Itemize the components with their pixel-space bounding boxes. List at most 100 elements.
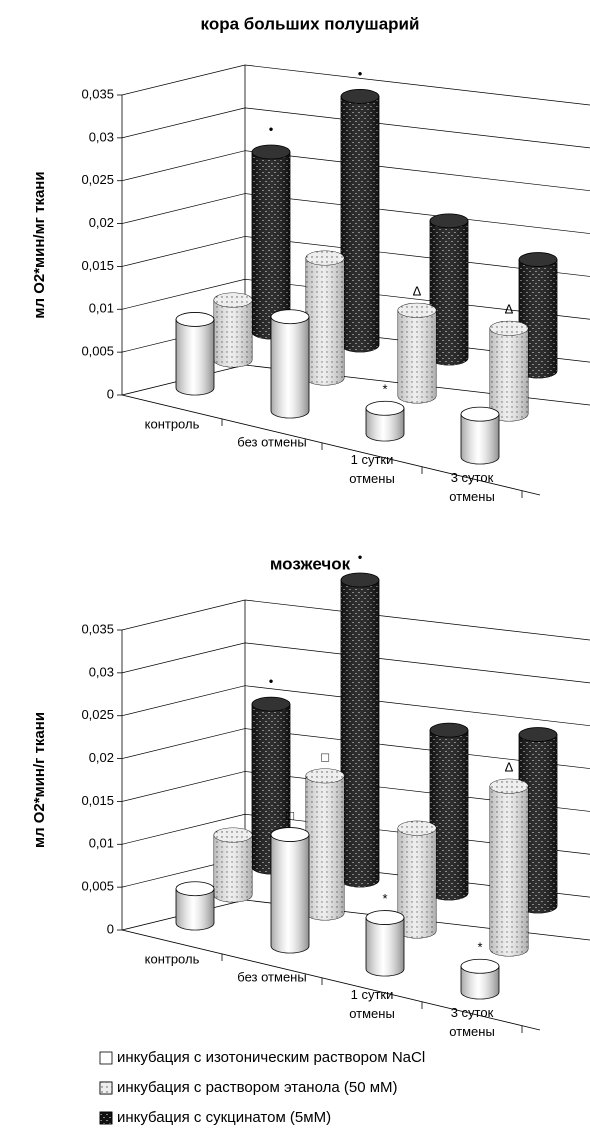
legend-swatch bbox=[99, 1051, 113, 1065]
grid-line bbox=[121, 64, 590, 106]
y-axis-label: мл О2*мин/г ткани bbox=[31, 712, 48, 848]
bar-top bbox=[429, 722, 469, 738]
grid-line bbox=[121, 771, 590, 812]
grid-line bbox=[121, 599, 590, 641]
grid-line bbox=[121, 150, 590, 192]
bar-shade bbox=[214, 835, 252, 902]
y-tick-label: 0,02 bbox=[89, 215, 114, 230]
bar-shade bbox=[252, 152, 290, 339]
bar-top bbox=[518, 252, 558, 267]
legend-swatch-texture bbox=[99, 1081, 113, 1095]
y-tick-label: 0,015 bbox=[81, 258, 114, 273]
annotation: □ bbox=[321, 749, 329, 764]
bar-top bbox=[175, 881, 215, 897]
bar bbox=[429, 213, 469, 366]
x-tick-label: 3 суток отмены bbox=[449, 1005, 495, 1039]
y-tick-label: 0,035 bbox=[81, 86, 114, 101]
bar-top bbox=[251, 144, 291, 160]
y-tick-label: 0,03 bbox=[89, 129, 114, 144]
bar-texture bbox=[461, 966, 499, 999]
annotation: * bbox=[382, 382, 387, 397]
legend-swatch-texture bbox=[99, 1111, 113, 1125]
floor-edge bbox=[121, 929, 541, 1031]
bar-top-texture bbox=[398, 821, 436, 836]
bar bbox=[460, 958, 500, 1000]
y-tick-label: 0,01 bbox=[89, 836, 114, 851]
bar-shade bbox=[490, 786, 528, 956]
grid-line bbox=[121, 236, 590, 277]
bar-shade bbox=[490, 328, 528, 421]
annotation: □ bbox=[286, 808, 294, 823]
grid-line bbox=[121, 642, 590, 684]
chart-title: кора больших полушарий bbox=[201, 14, 420, 33]
x-tick-label: без отмены bbox=[237, 434, 306, 449]
bar-top bbox=[340, 572, 380, 588]
grid-line bbox=[121, 728, 590, 769]
x-tick-label: 1 сутки отмены bbox=[349, 452, 395, 486]
bar-top bbox=[365, 910, 405, 925]
x-tick-label: 1 сутки отмены bbox=[349, 987, 395, 1021]
y-tick-label: 0,025 bbox=[81, 172, 114, 187]
bar bbox=[270, 309, 310, 419]
bar-shade bbox=[519, 734, 557, 913]
grid-line bbox=[121, 278, 590, 320]
bar bbox=[397, 820, 437, 939]
bar-top-texture bbox=[214, 293, 252, 307]
bar bbox=[365, 910, 405, 977]
annotation: • bbox=[269, 121, 274, 136]
y-tick-label: 0,025 bbox=[81, 707, 114, 722]
bar-shade bbox=[214, 300, 252, 367]
bar bbox=[251, 144, 291, 340]
bar-texture bbox=[271, 316, 309, 418]
bar bbox=[340, 572, 380, 888]
bar-top-texture bbox=[214, 828, 252, 842]
bar-texture bbox=[461, 414, 499, 464]
bar-shade bbox=[430, 220, 468, 365]
bar-top bbox=[175, 312, 215, 327]
bar-top bbox=[270, 827, 310, 842]
bar-shade bbox=[306, 775, 344, 920]
annotation: • bbox=[269, 674, 274, 689]
bar-shade bbox=[430, 730, 468, 900]
chart-title: мозжечок bbox=[270, 554, 351, 573]
bar-top bbox=[460, 958, 500, 974]
legend-label: инкубация с раствором этанола (50 мМ) bbox=[117, 1079, 398, 1096]
bar bbox=[305, 250, 345, 386]
grid-line bbox=[121, 813, 590, 855]
bar bbox=[518, 252, 558, 379]
bar bbox=[460, 406, 500, 465]
y-tick-label: 0,015 bbox=[81, 793, 114, 808]
bar bbox=[213, 827, 253, 903]
annotation: Δ bbox=[413, 284, 422, 299]
bar-top-texture bbox=[490, 321, 528, 336]
bar bbox=[397, 302, 437, 404]
y-tick-label: 0,02 bbox=[89, 750, 114, 765]
x-tick-label: контроль bbox=[145, 951, 200, 966]
annotation: • bbox=[358, 549, 363, 564]
bar-top bbox=[365, 400, 405, 416]
y-tick-label: 0 bbox=[107, 921, 114, 936]
bar bbox=[489, 778, 529, 957]
bar-top-texture bbox=[306, 251, 344, 265]
grid-line bbox=[121, 193, 590, 234]
y-tick-label: 0 bbox=[107, 386, 114, 401]
annotation: * bbox=[382, 891, 387, 906]
bar-shade bbox=[398, 828, 436, 938]
bar bbox=[489, 320, 529, 422]
grid-line bbox=[121, 107, 590, 149]
bar-shade bbox=[306, 258, 344, 385]
bar bbox=[518, 727, 558, 914]
bar-shade bbox=[398, 310, 436, 403]
bar-shade bbox=[341, 96, 379, 352]
legend-label: инкубация с изотоническим раствором NaCl bbox=[117, 1049, 425, 1066]
bar-top-texture bbox=[398, 303, 436, 318]
bar-shade bbox=[341, 580, 379, 887]
bar-texture bbox=[366, 917, 404, 976]
bar-shade bbox=[519, 259, 557, 378]
annotation: Δ bbox=[505, 302, 514, 317]
annotation: • bbox=[358, 66, 363, 81]
y-axis-label: мл О2*мин/мг ткани bbox=[31, 171, 48, 318]
bar-top bbox=[340, 89, 380, 104]
